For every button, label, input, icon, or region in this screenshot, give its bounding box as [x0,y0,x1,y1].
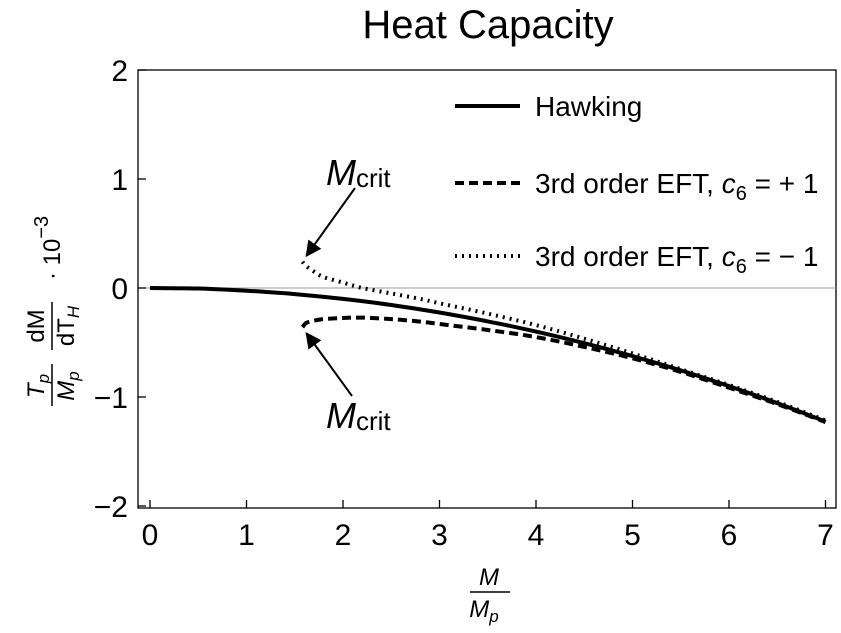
x-label-denominator: Mp [469,596,498,626]
y-label-scale: · 10−3 [31,216,66,280]
y-tick-label--1: −1 [94,382,128,415]
annotation-mcrit-upper: Mcrit [305,152,391,258]
legend-label-efft-plus: 3rd order EFT, c6 = + 1 [535,168,818,205]
series-line-efft-plus [300,315,827,424]
y-axis-ticks: −2 −1 0 1 2 [94,55,146,524]
y-label-frac1-denominator: Mp [53,371,83,400]
y-label-frac2-numerator: dM [23,309,50,342]
x-tick-label-6: 6 [721,519,738,552]
y-label-frac2-denominator: dTH [53,305,83,346]
x-tick-label-2: 2 [335,519,352,552]
y-tick-label-2: 2 [111,55,128,88]
annotation-mcrit-upper-label: Mcrit [326,152,391,193]
x-tick-label-0: 0 [142,519,159,552]
y-tick-label--2: −2 [94,491,128,524]
chart-title: Heat Capacity [362,3,613,47]
y-label-frac1-numerator: Tp [23,374,53,398]
x-tick-label-1: 1 [238,519,255,552]
x-tick-label-3: 3 [431,519,448,552]
annotation-arrow-lower [305,331,353,397]
series-line-hawking [149,286,827,424]
x-axis-label: M Mp [469,564,510,626]
annotation-mcrit-lower: Mcrit [305,331,391,436]
x-tick-label-5: 5 [624,519,641,552]
x-label-numerator: M [479,564,499,591]
annotation-arrow-upper [305,187,356,258]
y-tick-label-1: 1 [111,164,128,197]
x-axis-ticks: 0 1 2 3 4 5 6 7 [142,500,834,552]
x-tick-label-4: 4 [528,519,545,552]
series-line-efft-minus [300,260,827,423]
plot-frame [137,69,837,509]
y-axis-label: Tp Mp dM dTH · 10−3 [23,216,83,406]
legend: Hawking 3rd order EFT, c6 = + 1 3rd orde… [455,91,818,278]
legend-label-efft-minus: 3rd order EFT, c6 = − 1 [535,241,818,278]
x-tick-label-7: 7 [817,519,834,552]
legend-label-hawking: Hawking [535,91,642,122]
annotation-mcrit-lower-label: Mcrit [326,395,391,436]
y-tick-label-0: 0 [111,273,128,306]
